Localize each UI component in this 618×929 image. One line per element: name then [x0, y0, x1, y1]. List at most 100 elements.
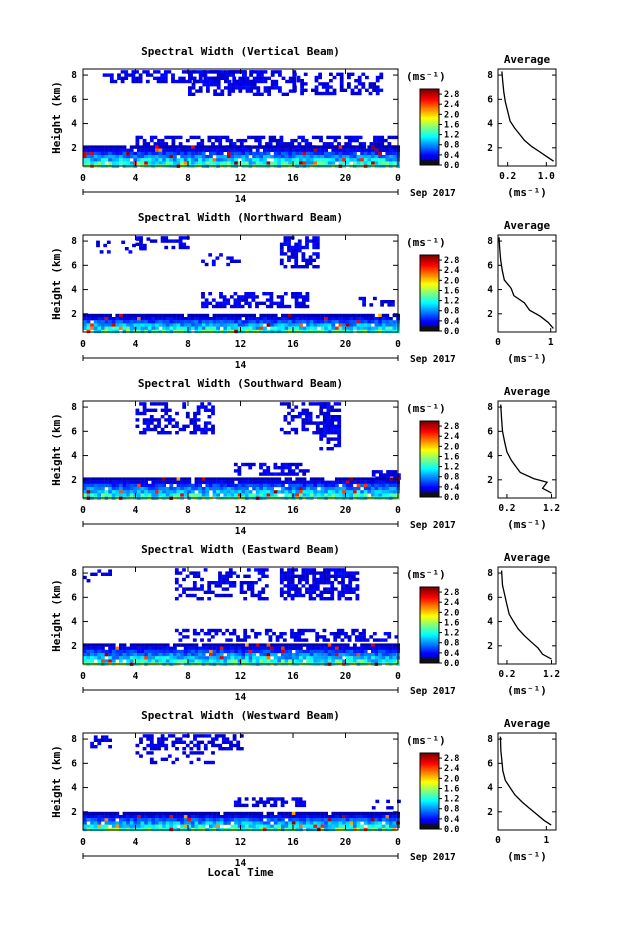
- heatmap-cell: [176, 490, 181, 494]
- heatmap-cell: [201, 295, 205, 299]
- heatmap-cell: [153, 239, 158, 243]
- heatmap-cell: [277, 490, 282, 494]
- heatmap-cell: [367, 818, 372, 822]
- heatmap-cell: [358, 635, 363, 639]
- heatmap-cell: [230, 151, 235, 156]
- colorbar-swatch: [420, 807, 439, 810]
- heatmap-cell: [319, 434, 324, 438]
- heatmap-cell: [259, 643, 264, 647]
- heatmap-cell: [360, 646, 364, 650]
- heatmap-cell: [194, 326, 199, 330]
- heatmap-cell: [277, 151, 282, 156]
- heatmap-cell: [169, 317, 174, 321]
- heatmap-cell: [196, 418, 201, 422]
- heatmap-cell: [223, 643, 228, 647]
- colorbar-swatch: [420, 609, 439, 612]
- y-tick-label: 4: [71, 617, 77, 628]
- heatmap-cell: [171, 142, 176, 146]
- heatmap-cell: [309, 161, 314, 165]
- colorbar-swatch: [420, 96, 439, 99]
- heatmap-cell: [122, 145, 127, 149]
- heatmap-cell: [320, 487, 325, 491]
- heatmap-cell: [211, 259, 216, 263]
- heatmap-cell: [196, 743, 201, 748]
- heatmap-cell: [252, 86, 257, 90]
- day-label: 14: [235, 692, 247, 703]
- heatmap-cell: [225, 138, 230, 143]
- heatmap-cell: [266, 656, 271, 660]
- heatmap-cell: [209, 148, 213, 152]
- heatmap-cell: [149, 408, 154, 412]
- heatmap-cell: [297, 242, 302, 246]
- heatmap-cell: [240, 304, 245, 309]
- heatmap-cell: [245, 490, 249, 494]
- heatmap-cell: [277, 646, 282, 650]
- heatmap-cell: [169, 815, 174, 819]
- heatmap-cell: [378, 821, 382, 825]
- heatmap-cell: [106, 73, 111, 77]
- heatmap-cell: [144, 646, 148, 650]
- heatmap-cell: [330, 568, 335, 572]
- heatmap-cell: [291, 490, 296, 494]
- heatmap-cell: [279, 635, 284, 639]
- heatmap-cell: [155, 145, 159, 149]
- heatmap-cell: [204, 301, 209, 305]
- heatmap-cell: [291, 462, 296, 467]
- heatmap-cell: [180, 320, 184, 324]
- heatmap-cell: [237, 466, 242, 470]
- heatmap-cell: [324, 659, 328, 663]
- heatmap-cell: [93, 811, 98, 816]
- heatmap-cell: [342, 161, 346, 165]
- heatmap-cell: [378, 148, 382, 152]
- heatmap-cell: [312, 431, 317, 435]
- heatmap-cell: [104, 483, 109, 488]
- heatmap-cell: [337, 440, 342, 444]
- heatmap-cell: [198, 145, 202, 149]
- heatmap-cell: [324, 480, 328, 484]
- heatmap-cell: [301, 252, 306, 256]
- heatmap-cell: [394, 135, 399, 140]
- heatmap-cell: [165, 643, 170, 647]
- heatmap-cell: [379, 72, 384, 76]
- colorbar-swatch: [420, 272, 439, 275]
- heatmap-cell: [301, 584, 306, 588]
- heatmap-cell: [227, 659, 231, 663]
- heatmap-cell: [391, 135, 395, 140]
- heatmap-cell: [135, 743, 140, 748]
- heatmap-cells: [83, 568, 400, 666]
- heatmap-cell: [356, 326, 361, 330]
- heatmap-cell: [144, 821, 148, 825]
- heatmap-cell: [173, 815, 177, 819]
- heatmap-cell: [83, 326, 87, 330]
- heatmap-cell: [104, 659, 109, 663]
- heatmap-cell: [335, 480, 339, 484]
- colorbar-swatch: [420, 656, 439, 659]
- heatmap-cell: [279, 252, 284, 256]
- heatmap-cell: [255, 317, 260, 321]
- heatmap-cell: [237, 326, 242, 330]
- heatmap-cell: [287, 255, 291, 259]
- heatmap-cell: [191, 76, 196, 80]
- heatmap-cell: [314, 91, 319, 96]
- heatmap-cell: [324, 320, 328, 324]
- heatmap-cell: [348, 584, 353, 588]
- heatmap-cell: [215, 301, 220, 305]
- heatmap-cell: [278, 73, 282, 77]
- heatmap-cell: [298, 803, 303, 808]
- heatmap-cell: [283, 577, 288, 582]
- heatmap-cell: [298, 800, 303, 804]
- heatmap-cell: [155, 815, 159, 819]
- heatmap-cell: [309, 649, 314, 654]
- heatmap-cell: [327, 313, 332, 318]
- heatmap-cell: [239, 584, 244, 588]
- heatmap-cell: [301, 418, 306, 422]
- heatmap-cell: [151, 480, 156, 484]
- heatmap-cell: [245, 811, 249, 816]
- heatmap-cell: [248, 323, 253, 327]
- heatmap-cell: [129, 145, 134, 149]
- heatmap-cell: [281, 649, 285, 654]
- heatmap-cell: [234, 317, 238, 321]
- heatmap-cell: [283, 252, 288, 256]
- heatmap-cell: [330, 581, 335, 585]
- heatmap-cell: [230, 649, 235, 654]
